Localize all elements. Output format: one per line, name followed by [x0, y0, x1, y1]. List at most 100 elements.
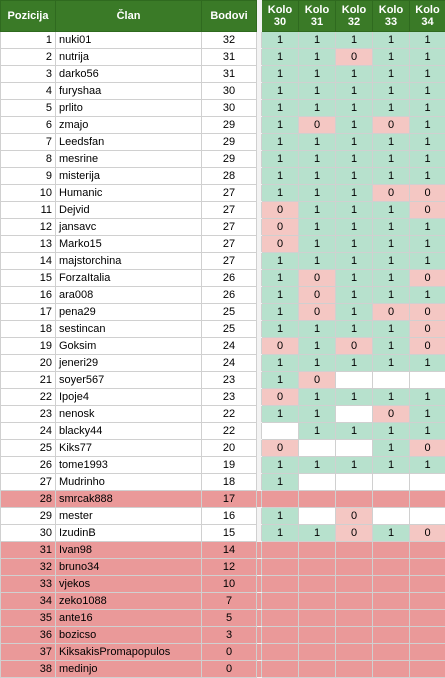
member-cell[interactable]: Goksim: [56, 338, 202, 355]
round-result-cell[interactable]: 1: [299, 219, 336, 236]
round-result-cell[interactable]: 1: [410, 389, 445, 406]
member-cell[interactable]: misterija: [56, 168, 202, 185]
round-result-cell[interactable]: 1: [262, 474, 299, 491]
round-result-cell[interactable]: [336, 542, 373, 559]
member-cell[interactable]: nenosk: [56, 406, 202, 423]
round-result-cell[interactable]: 1: [336, 355, 373, 372]
position-cell[interactable]: 31: [1, 542, 56, 559]
member-cell[interactable]: furyshaa: [56, 83, 202, 100]
round-result-cell[interactable]: 1: [262, 270, 299, 287]
round-result-cell[interactable]: 1: [262, 304, 299, 321]
round-result-cell[interactable]: [410, 542, 445, 559]
round-result-cell[interactable]: 1: [299, 355, 336, 372]
round-result-cell[interactable]: [336, 661, 373, 678]
member-cell[interactable]: zmajo: [56, 117, 202, 134]
round-result-cell[interactable]: 0: [410, 202, 445, 219]
round-result-cell[interactable]: 1: [410, 151, 445, 168]
round-result-cell[interactable]: [336, 440, 373, 457]
points-cell[interactable]: 24: [202, 355, 257, 372]
round-result-cell[interactable]: [262, 542, 299, 559]
round-result-cell[interactable]: 0: [262, 236, 299, 253]
points-cell[interactable]: 27: [202, 202, 257, 219]
round-result-cell[interactable]: [299, 661, 336, 678]
round-result-cell[interactable]: 1: [410, 236, 445, 253]
round-result-cell[interactable]: 1: [262, 117, 299, 134]
round-result-cell[interactable]: 1: [410, 355, 445, 372]
round-result-cell[interactable]: 0: [373, 117, 410, 134]
points-cell[interactable]: 23: [202, 372, 257, 389]
position-cell[interactable]: 5: [1, 100, 56, 117]
round-result-cell[interactable]: 1: [373, 525, 410, 542]
member-cell[interactable]: sestincan: [56, 321, 202, 338]
member-cell[interactable]: prlito: [56, 100, 202, 117]
member-cell[interactable]: vjekos: [56, 576, 202, 593]
round-result-cell[interactable]: [373, 491, 410, 508]
round-result-cell[interactable]: 1: [373, 440, 410, 457]
round-result-cell[interactable]: [410, 576, 445, 593]
position-cell[interactable]: 10: [1, 185, 56, 202]
round-result-cell[interactable]: 1: [262, 372, 299, 389]
round-result-cell[interactable]: 1: [410, 49, 445, 66]
round-result-cell[interactable]: [373, 508, 410, 525]
round-result-cell[interactable]: [336, 491, 373, 508]
round-result-cell[interactable]: 1: [373, 49, 410, 66]
round-result-cell[interactable]: 1: [336, 304, 373, 321]
round-result-cell[interactable]: 1: [373, 100, 410, 117]
round-result-cell[interactable]: 1: [336, 185, 373, 202]
round-result-cell[interactable]: [299, 559, 336, 576]
round-result-cell[interactable]: 0: [410, 321, 445, 338]
round-result-cell[interactable]: [299, 644, 336, 661]
position-cell[interactable]: 27: [1, 474, 56, 491]
round-result-cell[interactable]: 0: [299, 117, 336, 134]
round-result-cell[interactable]: 1: [410, 66, 445, 83]
position-cell[interactable]: 19: [1, 338, 56, 355]
member-cell[interactable]: KiksakisPromapopulos: [56, 644, 202, 661]
points-cell[interactable]: 25: [202, 304, 257, 321]
member-cell[interactable]: Leedsfan: [56, 134, 202, 151]
points-cell[interactable]: 17: [202, 491, 257, 508]
round-result-cell[interactable]: [373, 559, 410, 576]
points-cell[interactable]: 31: [202, 49, 257, 66]
position-cell[interactable]: 18: [1, 321, 56, 338]
round-result-cell[interactable]: [262, 423, 299, 440]
round-result-cell[interactable]: 1: [410, 134, 445, 151]
round-result-cell[interactable]: [410, 627, 445, 644]
round-result-cell[interactable]: 0: [373, 406, 410, 423]
points-cell[interactable]: 18: [202, 474, 257, 491]
position-cell[interactable]: 7: [1, 134, 56, 151]
round-result-cell[interactable]: 1: [262, 32, 299, 49]
round-result-cell[interactable]: [373, 627, 410, 644]
points-cell[interactable]: 16: [202, 508, 257, 525]
round-result-cell[interactable]: 1: [299, 134, 336, 151]
member-cell[interactable]: nuki01: [56, 32, 202, 49]
round-result-cell[interactable]: [336, 474, 373, 491]
round-result-cell[interactable]: 1: [262, 151, 299, 168]
round-result-cell[interactable]: 1: [373, 338, 410, 355]
round-result-cell[interactable]: [262, 644, 299, 661]
points-cell[interactable]: 30: [202, 100, 257, 117]
round-result-cell[interactable]: [410, 610, 445, 627]
round-result-cell[interactable]: [299, 610, 336, 627]
points-cell[interactable]: 26: [202, 270, 257, 287]
round-result-cell[interactable]: 1: [410, 100, 445, 117]
position-cell[interactable]: 21: [1, 372, 56, 389]
round-result-cell[interactable]: 0: [410, 525, 445, 542]
member-cell[interactable]: Ipoje4: [56, 389, 202, 406]
round-result-cell[interactable]: [336, 644, 373, 661]
position-cell[interactable]: 4: [1, 83, 56, 100]
round-result-cell[interactable]: [299, 542, 336, 559]
round-result-cell[interactable]: [410, 661, 445, 678]
position-cell[interactable]: 37: [1, 644, 56, 661]
round-result-cell[interactable]: 0: [410, 270, 445, 287]
round-result-cell[interactable]: 1: [336, 117, 373, 134]
round-result-cell[interactable]: [262, 593, 299, 610]
round-result-cell[interactable]: 1: [410, 406, 445, 423]
round-result-cell[interactable]: 1: [373, 355, 410, 372]
member-cell[interactable]: medinjo: [56, 661, 202, 678]
member-cell[interactable]: pena29: [56, 304, 202, 321]
position-cell[interactable]: 12: [1, 219, 56, 236]
round-result-cell[interactable]: 0: [299, 304, 336, 321]
position-cell[interactable]: 16: [1, 287, 56, 304]
round-result-cell[interactable]: 1: [410, 168, 445, 185]
